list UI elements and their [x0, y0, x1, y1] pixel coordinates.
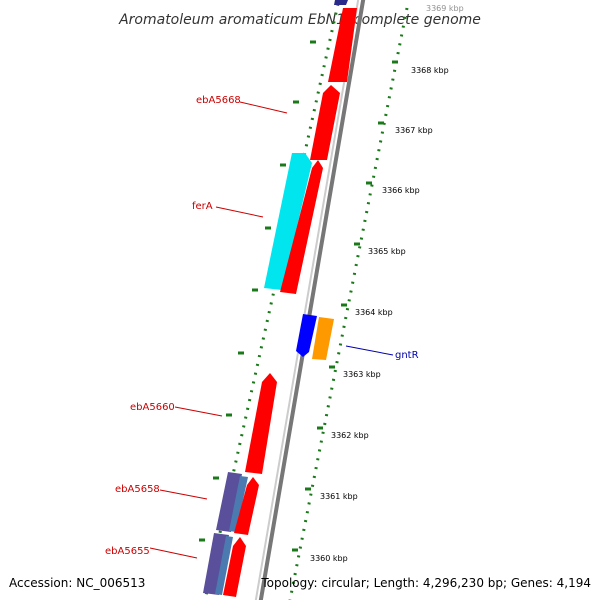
genome-backbone-inner — [254, 0, 360, 600]
ruler — [292, 60, 398, 552]
leader-line-gntR — [345, 345, 394, 356]
tick-label: 3368 kbp — [411, 66, 449, 75]
tick-label: 3363 kbp — [343, 370, 381, 379]
tick-label: 3361 kbp — [320, 492, 358, 501]
tick-label: 3367 kbp — [395, 126, 433, 135]
gene-forward[interactable] — [310, 85, 340, 160]
gene-slate[interactable] — [203, 533, 229, 595]
map-title: Aromatoleum aromaticum EbN1, complete ge… — [118, 12, 481, 28]
gene-forward[interactable] — [328, 8, 357, 82]
accession-text: Accession: NC_006513 — [9, 576, 145, 590]
tick-label: 3365 kbp — [368, 247, 406, 256]
gene-ferA[interactable] — [264, 153, 312, 290]
gene-track — [203, 0, 357, 597]
gene-forward[interactable] — [280, 160, 323, 294]
gene-label-gntR[interactable]: gntR — [395, 350, 419, 361]
leader-line-ferA — [215, 206, 264, 218]
gene-gntR-blue[interactable] — [296, 314, 317, 357]
outer-scale-ring — [288, 7, 409, 600]
gene-label-ferA[interactable]: ferA — [192, 201, 213, 212]
gene-label-ebA5660[interactable]: ebA5660 — [130, 402, 175, 413]
tick-label: 3362 kbp — [331, 431, 369, 440]
leader-line-ebA5655 — [149, 547, 198, 559]
gene-forward[interactable] — [223, 537, 246, 597]
inner-ring-major-ticks — [199, 40, 316, 542]
gene-gntR-orange[interactable] — [312, 317, 334, 360]
gene-forward[interactable] — [234, 477, 259, 535]
tick-label: 3369 kbp — [426, 4, 464, 13]
gene-partial-top[interactable] — [334, 0, 348, 5]
gene-slate[interactable] — [216, 472, 242, 532]
leader-line-ebA5660 — [174, 406, 223, 417]
tick-label: 3366 kbp — [382, 186, 420, 195]
gene-label-ebA5668[interactable]: ebA5668 — [196, 95, 241, 106]
gene-labels: ebA5668 ferA gntR ebA5660 ebA5658 ebA565… — [105, 95, 419, 559]
gene-ebA5660[interactable] — [245, 373, 277, 474]
leader-line-ebA5668 — [239, 101, 288, 114]
ruler-labels: 3360 kbp 3361 kbp 3362 kbp 3363 kbp 3364… — [310, 4, 464, 563]
genome-backbone — [258, 0, 366, 600]
gene-slate-stripe[interactable] — [215, 536, 233, 595]
tick-label: 3360 kbp — [310, 554, 348, 563]
gene-slate-stripe[interactable] — [229, 476, 248, 532]
leader-line-ebA5658 — [159, 489, 208, 500]
topology-text: Topology: circular; Length: 4,296,230 bp… — [260, 576, 591, 590]
tick-label: 3364 kbp — [355, 308, 393, 317]
gene-label-ebA5655[interactable]: ebA5655 — [105, 546, 150, 557]
gene-label-ebA5658[interactable]: ebA5658 — [115, 484, 160, 495]
